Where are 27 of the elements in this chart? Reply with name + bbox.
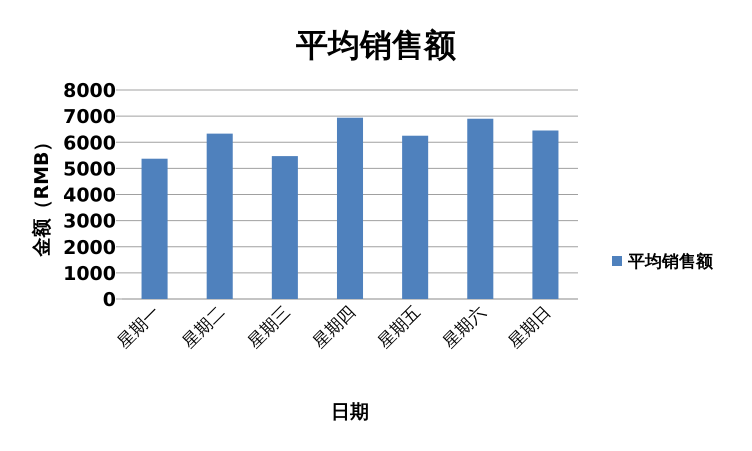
x-tick-label: 星期四: [309, 302, 360, 353]
y-tick-label: 0: [102, 289, 116, 311]
bar: [532, 130, 558, 299]
x-tick-label: 星期日: [504, 302, 555, 353]
y-tick-label: 8000: [63, 80, 116, 102]
x-tick-label: 星期一: [114, 302, 164, 353]
bar: [336, 118, 364, 299]
y-tick-label: 1000: [63, 262, 116, 285]
y-tick-label: 3000: [63, 210, 116, 233]
y-tick-label: 4000: [63, 184, 116, 206]
bar: [142, 158, 168, 299]
x-tick-label: 星期五: [374, 302, 425, 353]
bar: [402, 136, 428, 299]
bar: [272, 156, 298, 299]
y-tick-label: 5000: [63, 158, 116, 180]
x-axis-title: 日期: [331, 401, 369, 423]
bar: [206, 134, 233, 299]
x-tick-label: 星期三: [244, 302, 294, 353]
y-tick-label: 2000: [63, 236, 116, 259]
y-tick-label: 6000: [63, 132, 116, 154]
x-tick-label: 星期六: [440, 302, 490, 353]
bar: [467, 118, 494, 299]
y-tick-label: 7000: [63, 106, 116, 128]
chart-title: 平均销售额: [295, 26, 456, 64]
legend-label: 平均销售额: [627, 252, 714, 272]
x-tick-label: 星期二: [179, 302, 230, 353]
y-axis-title: 金额（RMB）: [31, 132, 53, 258]
